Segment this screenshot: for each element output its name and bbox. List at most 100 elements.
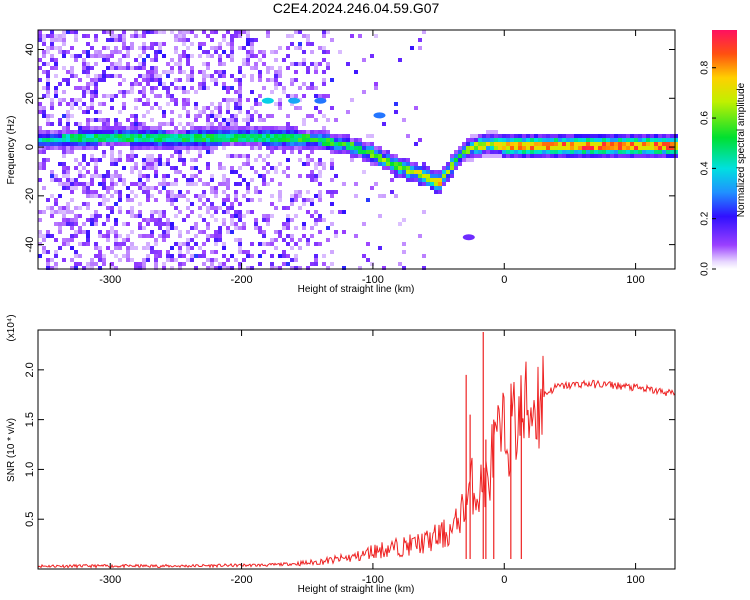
- heatmap-cell: [482, 150, 486, 154]
- heatmap-cell: [470, 146, 474, 150]
- heatmap-cell: [58, 246, 62, 250]
- heatmap-cell: [370, 186, 374, 190]
- heatmap-cell: [130, 130, 134, 134]
- heatmap-cell: [54, 74, 58, 78]
- heatmap-cell: [506, 142, 510, 146]
- heatmap-cell: [150, 74, 154, 78]
- heatmap-cell: [210, 142, 214, 146]
- heatmap-cell: [158, 126, 162, 130]
- heatmap-cell: [482, 142, 486, 146]
- heatmap-cell: [314, 86, 318, 90]
- heatmap-cell: [258, 230, 262, 234]
- heatmap-cell: [418, 174, 422, 178]
- heatmap-cell: [502, 134, 506, 138]
- heatmap-cell: [78, 86, 82, 90]
- heatmap-cell: [330, 210, 334, 214]
- heatmap-cell: [398, 170, 402, 174]
- heatmap-cell: [514, 134, 518, 138]
- heatmap-cell: [106, 142, 110, 146]
- heatmap-cell: [70, 238, 74, 242]
- heatmap-cell: [330, 142, 334, 146]
- heatmap-cell: [38, 134, 42, 138]
- heatmap-cell: [238, 130, 242, 134]
- heatmap-cell: [306, 130, 310, 134]
- heatmap-cell: [98, 118, 102, 122]
- x-tick-label: 100: [626, 274, 644, 286]
- heatmap-cell: [126, 46, 130, 50]
- heatmap-cell: [222, 266, 226, 270]
- heatmap-cell: [50, 146, 54, 150]
- heatmap-cell: [110, 158, 114, 162]
- heatmap-cell: [546, 134, 550, 138]
- heatmap-cell: [206, 118, 210, 122]
- heatmap-cell: [230, 218, 234, 222]
- heatmap-cell: [222, 210, 226, 214]
- heatmap-cell: [202, 62, 206, 66]
- heatmap-cell: [206, 114, 210, 118]
- heatmap-cell: [178, 242, 182, 246]
- heatmap-cell: [66, 70, 70, 74]
- heatmap-cell: [110, 266, 114, 270]
- heatmap-cell: [298, 246, 302, 250]
- heatmap-cell: [450, 154, 454, 158]
- heatmap-cell: [62, 34, 66, 38]
- heatmap-cell: [102, 122, 106, 126]
- heatmap-cell: [230, 254, 234, 258]
- heatmap-cell: [86, 122, 90, 126]
- heatmap-cell: [94, 246, 98, 250]
- heatmap-cell: [194, 266, 198, 270]
- heatmap-cell: [46, 74, 50, 78]
- heatmap-cell: [142, 62, 146, 66]
- heatmap-cell: [178, 138, 182, 142]
- heatmap-cell: [446, 170, 450, 174]
- heatmap-cell: [302, 146, 306, 150]
- heatmap-cell: [474, 154, 478, 158]
- heatmap-cell: [446, 162, 450, 166]
- heatmap-cell: [122, 142, 126, 146]
- heatmap-cell: [234, 34, 238, 38]
- heatmap-cell: [282, 86, 286, 90]
- heatmap-cell: [274, 238, 278, 242]
- heatmap-cell: [42, 210, 46, 214]
- heatmap-cell: [198, 170, 202, 174]
- heatmap-cell: [590, 134, 594, 138]
- heatmap-cell: [270, 262, 274, 266]
- heatmap-cell: [458, 154, 462, 158]
- heatmap-cell: [134, 166, 138, 170]
- heatmap-cell: [494, 150, 498, 154]
- heatmap-cell: [658, 150, 662, 154]
- heatmap-cell: [358, 146, 362, 150]
- heatmap-cell: [430, 178, 434, 182]
- heatmap-cell: [130, 198, 134, 202]
- heatmap-cell: [110, 54, 114, 58]
- heatmap-cell: [238, 214, 242, 218]
- heatmap-cell: [102, 74, 106, 78]
- heatmap-cell: [198, 146, 202, 150]
- heatmap-cell: [246, 38, 250, 42]
- heatmap-cell: [186, 182, 190, 186]
- heatmap-cell: [154, 198, 158, 202]
- heatmap-cell: [266, 162, 270, 166]
- heatmap-cell: [58, 46, 62, 50]
- y-tick-label: -20: [24, 188, 36, 204]
- heatmap-cell: [326, 50, 330, 54]
- heatmap-cell: [554, 142, 558, 146]
- heatmap-cell: [114, 130, 118, 134]
- heatmap-cell: [54, 238, 58, 242]
- heatmap-cell: [298, 98, 302, 102]
- heatmap-cell: [74, 178, 78, 182]
- heatmap-cell: [102, 126, 106, 130]
- heatmap-cell: [190, 238, 194, 242]
- heatmap-cell: [202, 86, 206, 90]
- heatmap-cell: [294, 242, 298, 246]
- heatmap-cell: [482, 134, 486, 138]
- heatmap-cell: [66, 126, 70, 130]
- heatmap-cell: [74, 74, 78, 78]
- heatmap-cell: [114, 182, 118, 186]
- heatmap-cell: [162, 234, 166, 238]
- heatmap-cell: [638, 142, 642, 146]
- heatmap-cell: [178, 130, 182, 134]
- heatmap-cell: [126, 154, 130, 158]
- heatmap-cell: [214, 134, 218, 138]
- heatmap-cell: [238, 250, 242, 254]
